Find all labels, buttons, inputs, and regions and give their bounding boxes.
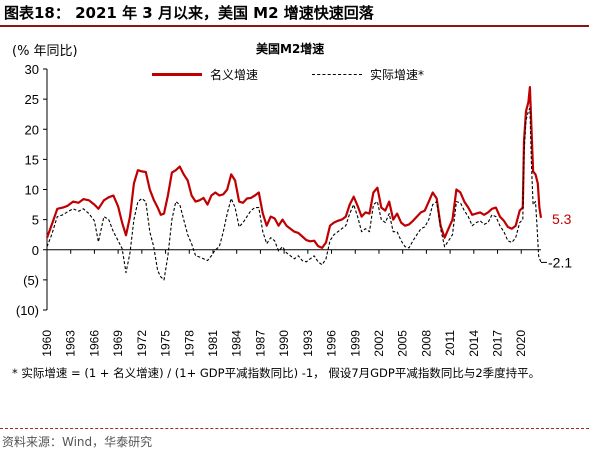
x-tick-label: 1984 [230, 330, 244, 357]
y-tick-label: (5) [23, 273, 39, 288]
y-tick-label: 5 [32, 213, 39, 228]
x-tick-label: 2008 [419, 330, 433, 357]
legend-swatch-nominal [152, 73, 202, 76]
legend-swatch-real [312, 74, 362, 75]
legend-label-nominal: 名义增速 [210, 68, 259, 82]
x-tick-label: 1996 [325, 330, 339, 357]
x-tick-label: 2020 [514, 330, 528, 357]
y-tick-label: 10 [25, 183, 39, 198]
x-tick-label: 2002 [372, 330, 386, 357]
footnote: * 实际增速 = (1 + 名义增速) / (1+ GDP平减指数同比) -1，… [12, 366, 541, 380]
end-label-real: -2.1 [548, 254, 572, 270]
x-tick-label: 1978 [182, 330, 196, 357]
x-tick-label: 1972 [135, 330, 149, 357]
x-tick-label: 1969 [111, 330, 125, 357]
x-tick-label: 2017 [491, 330, 505, 357]
x-tick-label: 2014 [467, 330, 481, 357]
y-tick-label: 25 [25, 92, 39, 107]
end-label-nominal: 5.3 [552, 211, 572, 227]
x-tick-label: 1993 [301, 330, 315, 357]
source-divider [0, 428, 589, 429]
x-tick-label: 1963 [64, 330, 78, 357]
x-tick-label: 1975 [159, 330, 173, 357]
x-tick-label: 1981 [206, 330, 220, 357]
legend-item-nominal: 名义增速 [152, 66, 258, 83]
x-tick-label: 2011 [443, 330, 457, 356]
chart-title: 美国M2增速 [256, 42, 325, 56]
y-tick-label: 15 [25, 152, 39, 167]
legend-item-real: 实际增速* [312, 66, 424, 83]
legend-label-real: 实际增速* [370, 68, 425, 82]
x-tick-label: 1960 [40, 330, 54, 357]
figure-header: 图表18： 2021 年 3 月以来，美国 M2 增速快速回落 [0, 0, 589, 27]
x-tick-label: 2005 [396, 330, 410, 357]
y-tick-label: 0 [32, 243, 39, 258]
x-tick-label: 1966 [87, 330, 101, 357]
header-divider [0, 25, 589, 27]
series-line-nominal [45, 86, 543, 249]
figure-title: 图表18： 2021 年 3 月以来，美国 M2 增速快速回落 [4, 4, 374, 22]
source-text: 资料来源：Wind，华泰研究 [2, 435, 153, 449]
series-line-real [46, 107, 542, 281]
x-tick-label: 1987 [253, 330, 267, 357]
x-tick-label: 1999 [348, 330, 362, 357]
y-tick-label: 30 [25, 62, 39, 77]
y-axis-unit-label: (% 年同比) [12, 44, 78, 59]
y-tick-label: 20 [25, 122, 39, 137]
y-tick-label: (10) [16, 303, 39, 318]
x-tick-label: 1990 [277, 330, 291, 357]
